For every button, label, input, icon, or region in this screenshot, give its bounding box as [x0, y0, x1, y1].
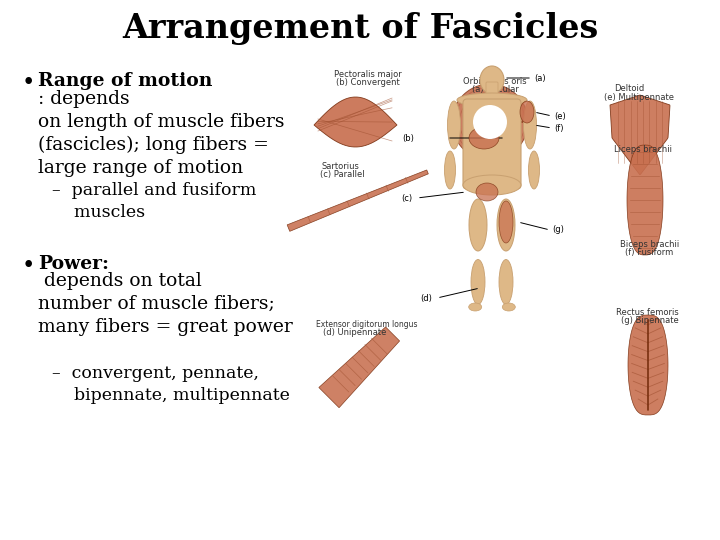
Polygon shape: [314, 97, 397, 147]
Polygon shape: [452, 84, 528, 160]
Ellipse shape: [499, 260, 513, 305]
Polygon shape: [319, 327, 400, 408]
Ellipse shape: [528, 151, 539, 189]
Polygon shape: [287, 170, 428, 231]
Text: : depends
on length of muscle fibers
(fascicles); long fibers =
large range of m: : depends on length of muscle fibers (fa…: [38, 90, 284, 177]
Text: (a): (a): [534, 73, 546, 83]
Ellipse shape: [499, 201, 513, 243]
Text: •: •: [22, 72, 35, 94]
Polygon shape: [627, 145, 663, 255]
Text: –  parallel and fusiform
    muscles: – parallel and fusiform muscles: [52, 182, 256, 220]
Circle shape: [473, 105, 507, 139]
Text: (b) Convergent: (b) Convergent: [336, 78, 400, 87]
Polygon shape: [628, 315, 668, 415]
Text: Arrangement of Fascicles: Arrangement of Fascicles: [122, 12, 598, 45]
Text: –  convergent, pennate,
    bipennate, multipennate: – convergent, pennate, bipennate, multip…: [52, 365, 290, 403]
Ellipse shape: [469, 127, 499, 149]
Ellipse shape: [463, 175, 521, 195]
Text: (a) Circular: (a) Circular: [472, 85, 519, 94]
Text: (d) Unipennate: (d) Unipennate: [323, 328, 387, 337]
FancyBboxPatch shape: [486, 82, 498, 96]
Text: •: •: [22, 255, 35, 277]
Text: Rectus femoris: Rectus femoris: [616, 308, 679, 317]
Text: (f) Fusiform: (f) Fusiform: [625, 248, 673, 257]
Ellipse shape: [520, 101, 534, 123]
Ellipse shape: [497, 199, 515, 251]
Polygon shape: [610, 95, 670, 174]
Text: Power:: Power:: [38, 255, 109, 273]
Text: Extensor digitorum longus: Extensor digitorum longus: [316, 320, 418, 329]
Ellipse shape: [457, 93, 527, 107]
Text: Orbicularis oris: Orbicularis oris: [463, 77, 526, 86]
Text: (d): (d): [420, 294, 432, 302]
Ellipse shape: [469, 199, 487, 251]
Text: (g) Bipennate: (g) Bipennate: [621, 316, 679, 325]
Ellipse shape: [469, 303, 482, 311]
Text: (b): (b): [402, 133, 414, 143]
Ellipse shape: [523, 101, 536, 149]
Text: Pectoralis major: Pectoralis major: [334, 70, 402, 79]
Text: Deltoid: Deltoid: [614, 84, 644, 93]
Ellipse shape: [471, 260, 485, 305]
Text: Biceps brachii: Biceps brachii: [620, 240, 679, 249]
Ellipse shape: [476, 183, 498, 201]
Ellipse shape: [503, 303, 516, 311]
Text: Liceps brachii: Liceps brachii: [614, 145, 672, 154]
Ellipse shape: [448, 101, 461, 149]
Text: (c): (c): [401, 193, 412, 202]
Text: (g): (g): [552, 226, 564, 234]
FancyBboxPatch shape: [463, 99, 521, 189]
Text: (f): (f): [554, 124, 564, 132]
Text: Sartorius: Sartorius: [322, 162, 360, 171]
Text: (c) Parallel: (c) Parallel: [320, 170, 364, 179]
Text: (e) Multipennate: (e) Multipennate: [604, 93, 674, 102]
Text: Range of motion: Range of motion: [38, 72, 212, 90]
Ellipse shape: [480, 66, 504, 94]
Text: (e): (e): [554, 111, 566, 120]
Text: depends on total
number of muscle fibers;
many fibers = great power: depends on total number of muscle fibers…: [38, 272, 293, 336]
Ellipse shape: [444, 151, 456, 189]
